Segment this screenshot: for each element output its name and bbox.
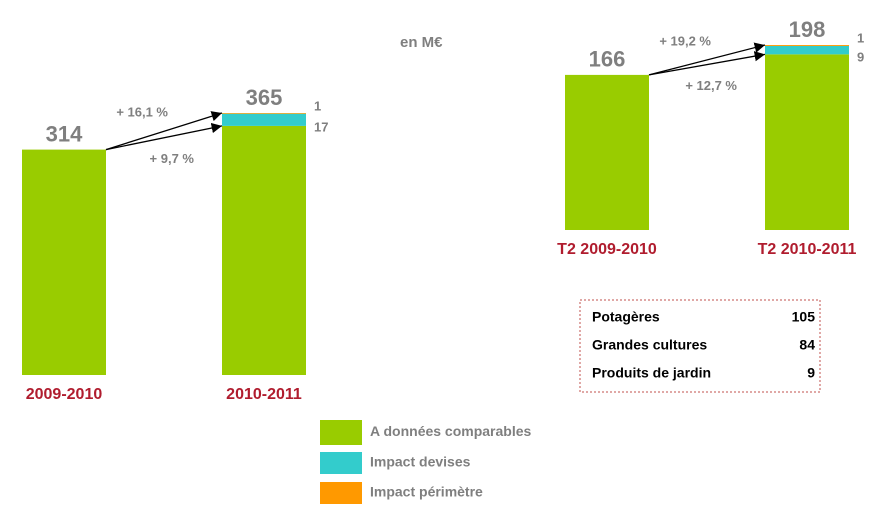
table-cell: Potagères bbox=[592, 309, 660, 325]
growth-arrow bbox=[648, 42, 766, 76]
growth-arrow bbox=[105, 122, 223, 151]
unit-label: en M€ bbox=[400, 34, 443, 51]
legend-label: Impact devises bbox=[370, 454, 471, 470]
total-label: 166 bbox=[589, 47, 626, 72]
bar-segment bbox=[222, 125, 306, 375]
category-label: T2 2010-2011 bbox=[758, 241, 857, 258]
category-label: T2 2009-2010 bbox=[557, 241, 657, 258]
total-label: 314 bbox=[46, 121, 83, 146]
legend-swatch bbox=[320, 452, 362, 474]
growth-label: + 19,2 % bbox=[659, 33, 711, 48]
legend-swatch bbox=[320, 420, 362, 445]
bar-segment bbox=[765, 45, 849, 46]
table-cell: Grandes cultures bbox=[592, 337, 707, 353]
table-cell: 105 bbox=[792, 309, 816, 325]
table-border bbox=[579, 299, 821, 393]
table-cell: 9 bbox=[807, 365, 815, 381]
growth-label: + 12,7 % bbox=[685, 78, 737, 93]
legend-swatch bbox=[320, 482, 362, 504]
bar-segment bbox=[565, 74, 649, 230]
legend-label: A données comparables bbox=[370, 423, 532, 439]
legend-label: Impact périmètre bbox=[370, 484, 483, 500]
segment-label: 17 bbox=[314, 119, 328, 134]
category-label: 2009-2010 bbox=[26, 386, 103, 403]
total-label: 365 bbox=[246, 85, 283, 110]
bar-segment bbox=[222, 113, 306, 126]
bar-segment bbox=[765, 45, 849, 55]
bar-segment bbox=[765, 54, 849, 231]
bar-segment bbox=[222, 113, 306, 114]
segment-label: 9 bbox=[857, 50, 864, 65]
growth-arrow bbox=[105, 111, 223, 151]
bar-segment bbox=[22, 149, 106, 375]
growth-arrow bbox=[648, 51, 766, 76]
table-cell: Produits de jardin bbox=[592, 365, 711, 381]
growth-label: + 16,1 % bbox=[116, 105, 168, 120]
segment-label: 1 bbox=[314, 98, 321, 113]
category-label: 2010-2011 bbox=[226, 386, 302, 403]
total-label: 198 bbox=[789, 17, 826, 42]
segment-label: 1 bbox=[857, 30, 864, 45]
growth-label: + 9,7 % bbox=[150, 151, 195, 166]
table-cell: 84 bbox=[799, 337, 815, 353]
